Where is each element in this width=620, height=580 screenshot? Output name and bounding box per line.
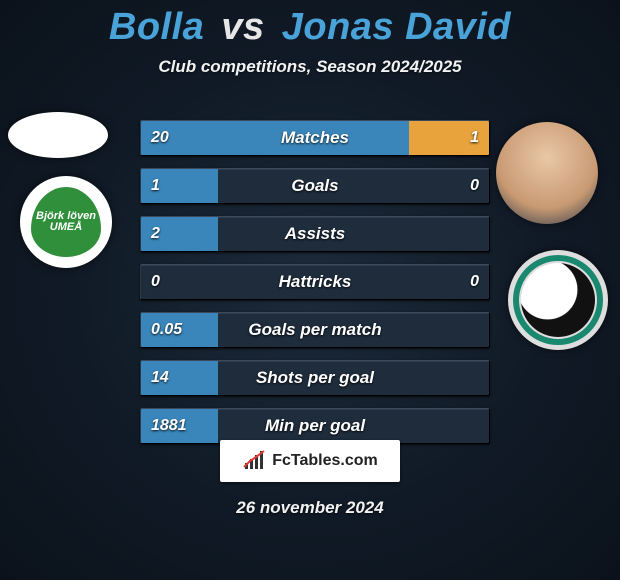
stat-bar-left [141,217,218,251]
brand-text: FcTables.com [272,452,378,470]
vs-text: vs [221,6,264,48]
stat-label: Hattricks [141,265,489,299]
stats-table: 20 1 Matches 1 0 Goals 2 Assists 0 0 Hat… [140,120,490,456]
date-label: 26 november 2024 [0,498,620,518]
player1-avatar [8,112,108,158]
player2-avatar [496,122,598,224]
stat-row-hattricks: 0 0 Hattricks [140,264,490,300]
player1-name: Bolla [109,6,204,48]
stat-bar-right [409,121,489,155]
player1-club-badge: Björk löven UMEÅ [20,176,112,268]
stat-row-goals-per-match: 0.05 Goals per match [140,312,490,348]
player1-club-badge-text: Björk löven UMEÅ [31,187,101,257]
brand-link[interactable]: FcTables.com [220,440,400,482]
stat-row-assists: 2 Assists [140,216,490,252]
stat-value-right: 0 [470,265,479,299]
stat-bar-left [141,169,218,203]
stat-bar-left [141,361,218,395]
stat-row-matches: 20 1 Matches [140,120,490,156]
stat-value-left: 0 [151,265,160,299]
brand-chart-icon [242,449,266,473]
subtitle: Club competitions, Season 2024/2025 [0,57,620,77]
stat-value-right: 0 [470,169,479,203]
stat-bar-left [141,409,218,443]
player2-club-badge [508,250,608,350]
page-title: Bolla vs Jonas David [0,0,620,49]
stat-row-goals: 1 0 Goals [140,168,490,204]
stat-bar-left [141,121,409,155]
comparison-card: Bolla vs Jonas David Club competitions, … [0,0,620,580]
stat-row-min-per-goal: 1881 Min per goal [140,408,490,444]
player2-name: Jonas David [282,6,511,48]
stat-row-shots-per-goal: 14 Shots per goal [140,360,490,396]
stat-bar-left [141,313,218,347]
